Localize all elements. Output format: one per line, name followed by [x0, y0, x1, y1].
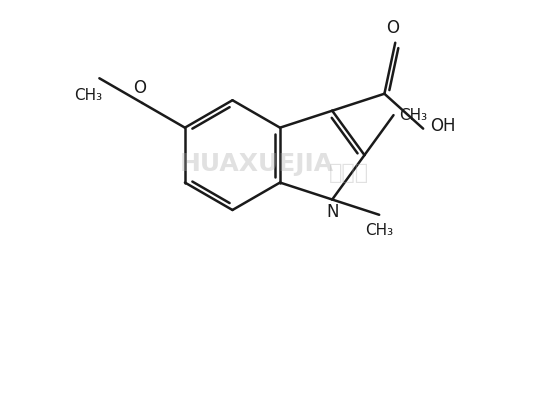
Text: OH: OH	[430, 117, 455, 135]
Text: CH₃: CH₃	[365, 223, 393, 238]
Text: O: O	[133, 79, 146, 97]
Text: CH₃: CH₃	[74, 88, 102, 103]
Text: CH₃: CH₃	[399, 108, 427, 123]
Text: O: O	[386, 19, 399, 37]
Text: N: N	[326, 203, 338, 221]
Text: HUAXUEJIA: HUAXUEJIA	[180, 152, 334, 176]
Text: 化学加: 化学加	[329, 163, 368, 184]
